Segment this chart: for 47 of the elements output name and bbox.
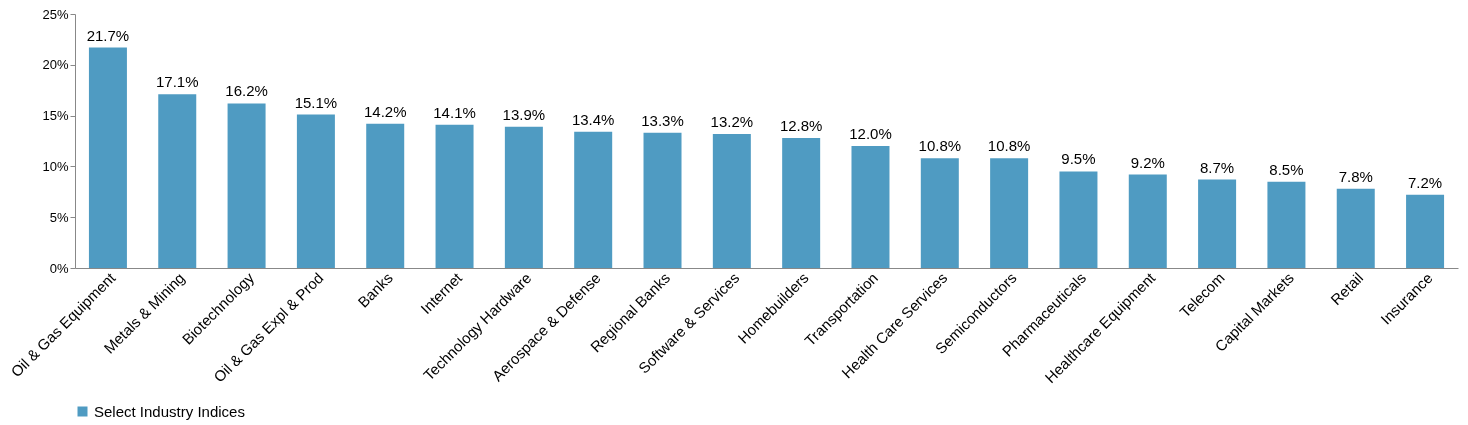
data-label: 16.2% <box>225 82 268 100</box>
bar <box>851 146 890 268</box>
data-label: 17.1% <box>155 73 199 91</box>
bar <box>296 114 335 268</box>
y-tick-label: 25% <box>42 6 69 22</box>
data-label: 10.8% <box>987 137 1031 155</box>
bar <box>712 133 751 268</box>
data-label: 12.8% <box>779 116 823 134</box>
data-label: 12.0% <box>849 125 892 143</box>
data-label: 9.2% <box>1130 153 1165 171</box>
data-label: 9.5% <box>1061 150 1096 168</box>
data-label: 13.4% <box>571 110 615 128</box>
bar <box>643 132 682 268</box>
bar <box>574 131 613 268</box>
bar <box>435 124 474 268</box>
y-tick-label: 5% <box>49 209 69 225</box>
bar <box>504 126 543 268</box>
data-label: 13.2% <box>710 112 754 130</box>
bar <box>366 123 405 268</box>
bar <box>1267 181 1306 268</box>
data-label: 7.2% <box>1407 173 1443 191</box>
data-label: 14.1% <box>433 103 476 121</box>
bar <box>920 158 959 268</box>
data-label: 14.2% <box>363 102 407 120</box>
legend-label: Select Industry Indices <box>94 402 245 420</box>
y-tick-label: 20% <box>42 57 69 73</box>
bar <box>990 158 1029 268</box>
bar <box>1059 171 1098 268</box>
bar <box>1336 188 1375 268</box>
data-label: 13.3% <box>641 111 684 129</box>
data-label: 13.9% <box>502 105 546 123</box>
bar <box>1406 194 1445 268</box>
data-label: 8.5% <box>1269 160 1304 178</box>
y-tick-label: 0% <box>49 260 69 276</box>
bar <box>227 103 266 268</box>
bar <box>88 47 127 268</box>
data-label: 8.7% <box>1200 158 1235 176</box>
data-label: 7.8% <box>1338 167 1373 185</box>
bar <box>782 137 821 268</box>
bar <box>158 94 197 268</box>
y-tick-label: 10% <box>42 158 69 174</box>
bar <box>1128 174 1167 268</box>
y-tick-label: 15% <box>42 108 69 124</box>
bar <box>1198 179 1237 268</box>
data-label: 21.7% <box>86 26 130 44</box>
data-label: 10.8% <box>918 137 962 155</box>
data-label: 15.1% <box>294 93 338 111</box>
